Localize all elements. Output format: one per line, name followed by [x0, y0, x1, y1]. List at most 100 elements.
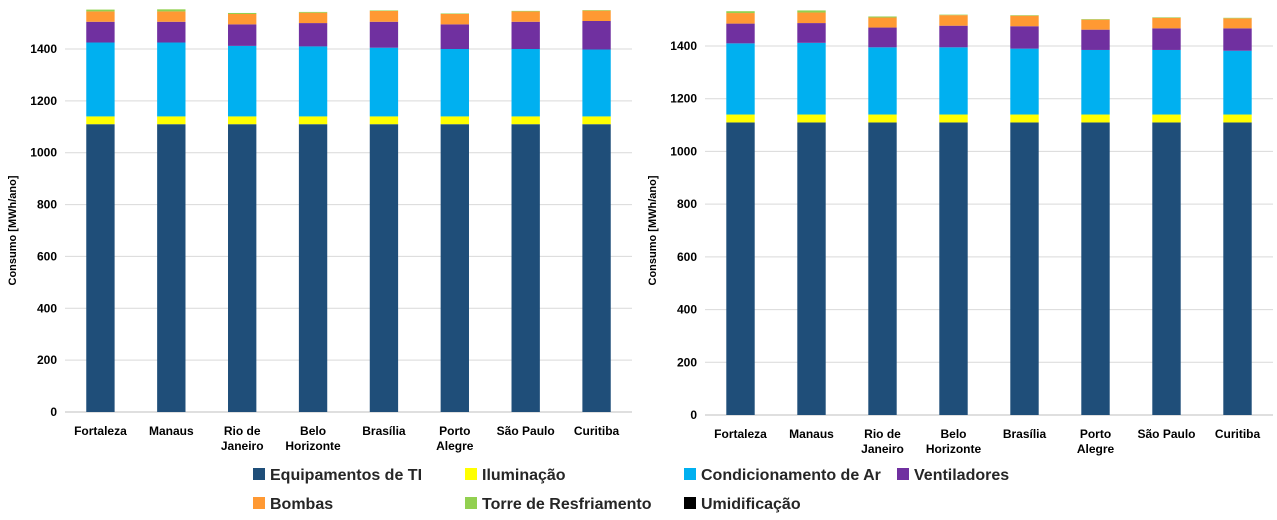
x-tick-label: Belo [940, 427, 966, 441]
y-axis-label: Consumo [MWh/ano] [647, 175, 659, 285]
x-tick-label: Rio de [224, 424, 261, 438]
x-tick-label: Manaus [789, 427, 834, 441]
bar-segment [298, 46, 328, 117]
y-tick-label: 1200 [670, 92, 697, 106]
bar-segment [369, 21, 399, 48]
y-tick-label: 400 [37, 301, 57, 315]
bar-segment [726, 11, 755, 14]
legend-label: Bombas [270, 496, 333, 513]
bar-segment [868, 17, 897, 28]
bar-segment [440, 13, 469, 25]
bar-segment [157, 11, 186, 22]
legend-swatch [465, 497, 477, 509]
bar-segment [726, 122, 755, 415]
bar-segment [582, 116, 611, 125]
bar-segment [228, 24, 257, 46]
bar-segment [582, 124, 611, 412]
legend-swatch [465, 468, 477, 480]
bar-segment [797, 122, 826, 415]
bar-segment [1152, 17, 1181, 18]
bar-segment [228, 13, 257, 25]
bar-segment [228, 124, 257, 412]
bar-segment [228, 45, 257, 117]
bar-segment [511, 116, 540, 125]
bar-segment [1152, 114, 1181, 123]
x-tick-label: Curitiba [1215, 427, 1261, 441]
bar-segment [582, 49, 611, 117]
y-tick-label: 1400 [30, 42, 57, 56]
bar-segment [1081, 19, 1110, 20]
bar-segment [1152, 49, 1181, 115]
y-tick-label: 600 [677, 250, 697, 264]
bar-segment [1010, 15, 1039, 16]
bar-segment [868, 114, 897, 123]
bar-segment [369, 116, 399, 125]
bar-segment [440, 49, 469, 117]
bar-segment [511, 21, 540, 49]
bar-segment [939, 114, 968, 123]
bar-segment [157, 9, 186, 12]
bar-segment [1223, 50, 1252, 115]
x-tick-label: Fortaleza [714, 427, 767, 441]
bar-segment [868, 16, 897, 18]
bar-segment [1223, 122, 1252, 415]
bar-segment [1152, 28, 1181, 50]
legend-swatch [253, 497, 265, 509]
bar-segment [157, 42, 186, 117]
legend-label: Condicionamento de Ar [701, 467, 881, 484]
bar-segment [440, 24, 469, 49]
bar-segment [1010, 122, 1039, 415]
legend-swatch [684, 497, 696, 509]
bar-segment [797, 10, 826, 13]
bar-segment [1081, 114, 1110, 123]
bar-segment [298, 23, 328, 47]
legend-label: Equipamentos de TI [270, 467, 422, 484]
x-tick-label: Belo [300, 424, 326, 438]
bar-segment [1010, 26, 1039, 49]
bar-segment [1223, 17, 1252, 19]
legend-swatch [253, 468, 265, 480]
y-tick-label: 0 [50, 405, 57, 419]
x-tick-label: Alegre [436, 439, 474, 453]
bar-segment [797, 114, 826, 123]
x-tick-label: Curitiba [574, 424, 620, 438]
bar-segment [939, 122, 968, 415]
bar-segment [726, 43, 755, 115]
x-tick-label: Manaus [149, 424, 194, 438]
y-tick-label: 1400 [670, 39, 697, 53]
bar-segment [298, 11, 328, 13]
bar-segment [939, 15, 968, 26]
y-tick-label: 1000 [670, 144, 697, 158]
bar-segment [369, 124, 399, 412]
y-tick-label: 200 [37, 353, 57, 367]
bar-segment [1081, 49, 1110, 115]
bar-segment [511, 124, 540, 412]
y-tick-label: 400 [677, 303, 697, 317]
bar-segment [868, 27, 897, 48]
bar-segment [868, 122, 897, 415]
bar-segment [86, 42, 115, 117]
y-tick-label: 1000 [30, 146, 57, 160]
y-tick-label: 0 [690, 408, 697, 422]
x-tick-label: Alegre [1077, 442, 1115, 456]
bar-segment [1010, 15, 1039, 27]
y-axis-label: Consumo [MWh/ano] [7, 175, 19, 285]
bar-segment [582, 20, 611, 50]
x-tick-label: Rio de [864, 427, 901, 441]
bar-segment [726, 114, 755, 123]
x-tick-label: Porto [439, 424, 470, 438]
bar-segment [369, 10, 399, 11]
bar-segment [440, 13, 469, 14]
bar-segment [797, 42, 826, 115]
x-tick-label: São Paulo [1137, 427, 1195, 441]
bar-segment [939, 14, 968, 16]
bar-segment [582, 10, 611, 21]
x-tick-label: Horizonte [926, 442, 982, 456]
bar-segment [1152, 17, 1181, 29]
bar-segment [157, 116, 186, 125]
bar-segment [797, 23, 826, 43]
bar-segment [939, 25, 968, 48]
x-tick-label: Brasília [1003, 427, 1047, 441]
y-tick-label: 600 [37, 249, 57, 263]
x-tick-label: Fortaleza [74, 424, 127, 438]
